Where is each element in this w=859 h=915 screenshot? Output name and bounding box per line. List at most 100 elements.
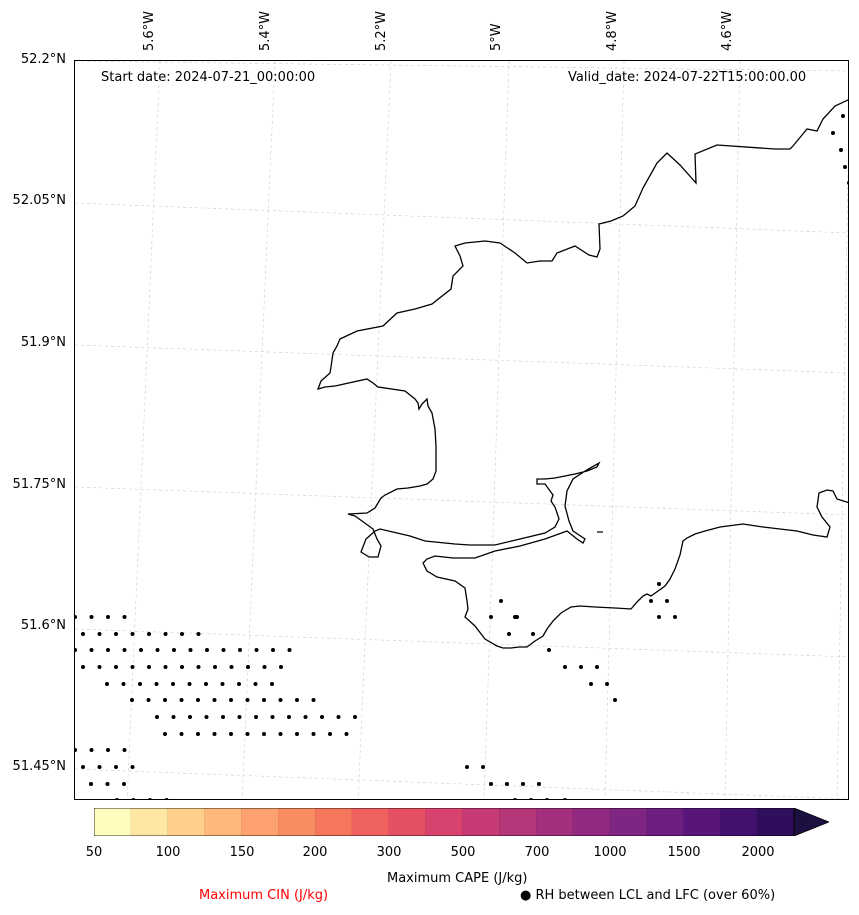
stipple-dot [481, 765, 485, 769]
stipple-dot [97, 765, 102, 769]
stipple-dot [122, 615, 127, 619]
gridline-lon-4-8w [604, 61, 625, 799]
stipple-dot [180, 632, 184, 636]
stipple-dot [320, 715, 324, 719]
stipple-dot [154, 682, 159, 686]
stipple-dot [147, 632, 151, 636]
stipple-dot [605, 682, 609, 686]
stipple-dot [75, 748, 77, 752]
stipple-dot [613, 698, 617, 702]
valid-date-label: Valid_date: 2024-07-22T15:00:00.00 [568, 70, 807, 85]
stipple-dot [521, 782, 525, 786]
stipple-dot [180, 665, 184, 669]
stipple-dot [262, 698, 266, 702]
colorbar-segment [572, 808, 611, 836]
stipple-dot [114, 665, 118, 669]
colorbar-tick-500: 500 [450, 845, 476, 860]
lon-label-5-4w: 5.4°W [258, 10, 273, 51]
stipple-dot [155, 648, 160, 652]
colorbar-segment [314, 808, 353, 836]
stipple-dot [328, 732, 332, 736]
stipple-dot [254, 648, 259, 652]
colorbar-tick-700: 700 [524, 845, 550, 860]
stipple-dot [253, 682, 258, 686]
stipple-dot [114, 765, 118, 769]
stipple-dot [196, 698, 200, 702]
stipple-dot [171, 715, 176, 719]
stipple-dot [513, 615, 517, 619]
stipple-dot [353, 715, 357, 719]
stipple-dot [229, 698, 233, 702]
gridline-lat-51-45 [75, 768, 848, 799]
colorbar-segment [609, 808, 648, 836]
stipple-dot [122, 782, 126, 786]
colorbar-tick-200: 200 [302, 845, 328, 860]
stipple-dot [75, 648, 77, 652]
gridline-lon-5-2w [357, 61, 392, 799]
stipple-dot [81, 765, 85, 769]
stipple-dot [81, 632, 85, 636]
stipple-dot [465, 765, 469, 769]
stipple-dot [97, 632, 102, 636]
start-date-label: Start date: 2024-07-21_00:00:00 [101, 70, 316, 85]
stipple-dot [146, 698, 151, 702]
stipple-dot [839, 148, 843, 152]
stipple-dot [270, 682, 274, 686]
stipple-dot [139, 648, 143, 652]
stipple-dot [311, 698, 316, 702]
colorbar-segment [351, 808, 390, 836]
stipple-dot [130, 632, 135, 636]
stipple-dot [147, 665, 151, 669]
colorbar-tick-1500: 1500 [667, 845, 701, 860]
stipple-dot [106, 615, 110, 619]
stipple-dot [287, 715, 291, 719]
map-canvas[interactable] [75, 61, 849, 800]
stipple-dot [657, 615, 661, 619]
stipple-dot [130, 665, 135, 669]
stipple-dot [130, 698, 134, 702]
colorbar-segment [94, 808, 132, 836]
lon-label-5w: 5°W [489, 23, 504, 51]
stipple-dot [505, 782, 509, 786]
stipple-dot [513, 798, 517, 799]
gridline-lon-5w [483, 61, 510, 799]
stipple-dot [295, 698, 299, 702]
gridline-lat-51-9 [75, 344, 848, 374]
stipple-dot [595, 665, 599, 669]
stipple-dot [531, 632, 535, 636]
stipple-dot [155, 715, 159, 719]
colorbar-segment [683, 808, 722, 836]
stipple-dot [529, 798, 533, 799]
stipple-dot [499, 599, 503, 603]
stipple-dot [649, 599, 653, 603]
stipple-dot [843, 165, 847, 169]
stipple-dot [205, 648, 209, 652]
stipple-dot [131, 798, 136, 799]
stipple-dot [344, 732, 349, 736]
colorbar-border [94, 808, 795, 836]
gridline-lat-52-05 [75, 202, 848, 234]
stipple-dot [196, 632, 201, 636]
colorbar-tick-1000: 1000 [593, 845, 627, 860]
stipple-dot [295, 732, 299, 736]
stipple-dot [262, 732, 266, 736]
gridline-lon-5-4w [241, 61, 276, 799]
stipple-dot [89, 648, 94, 652]
stipple-dot [187, 682, 192, 686]
stipple-dot [106, 648, 110, 652]
stipple-dot [179, 698, 184, 702]
colorbar-tick-150: 150 [229, 845, 255, 860]
stipple-dot [229, 665, 234, 669]
colorbar-tick-300: 300 [376, 845, 402, 860]
stipple-dot [122, 648, 127, 652]
colorbar-segment [388, 808, 427, 836]
stipple-dot [537, 782, 541, 786]
stipple-dot [254, 715, 258, 719]
colorbar-segment [204, 808, 243, 836]
gridline-lat-51-6 [75, 628, 848, 658]
stipple-dot [847, 181, 848, 185]
stipple-dot [204, 682, 208, 686]
stipple-dot [105, 682, 109, 686]
map-panel[interactable] [74, 60, 849, 800]
stipple-dot [278, 732, 283, 736]
